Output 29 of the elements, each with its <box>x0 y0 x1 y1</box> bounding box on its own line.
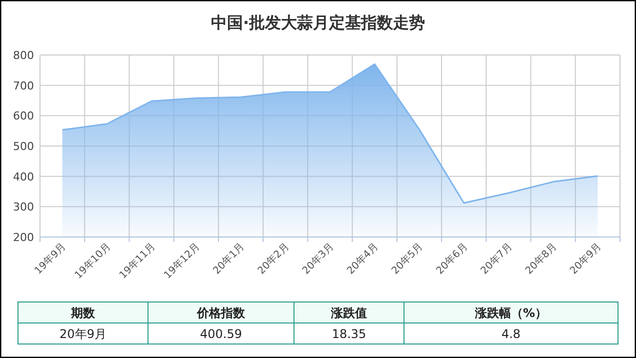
x-tick-label: 20年2月 <box>255 240 292 277</box>
y-tick-label: 700 <box>13 79 34 92</box>
y-tick-label: 600 <box>13 110 34 123</box>
x-tick-label: 19年12月 <box>162 240 202 282</box>
text: 涨跌值 <box>330 306 367 320</box>
x-tick-label: 19年9月 <box>32 240 68 277</box>
text: 价格指数 <box>196 306 246 320</box>
x-tick-label: 20年5月 <box>389 240 426 277</box>
chart-title: 中国·批发大蒜月定基指数走势 <box>210 13 426 32</box>
text: 400.59 <box>200 327 242 341</box>
x-tick-label: 20年7月 <box>478 240 515 277</box>
x-tick-label: 20年6月 <box>434 240 470 277</box>
text: 20年9月 <box>60 327 106 341</box>
x-tick-label: 20年4月 <box>344 240 381 277</box>
text: 涨跌幅（%） <box>474 306 548 320</box>
y-tick-label: 800 <box>13 49 34 62</box>
y-tick-label: 400 <box>13 170 34 184</box>
text: 18.35 <box>332 327 366 341</box>
text: 4.8 <box>501 327 521 341</box>
y-tick-label: 300 <box>13 200 34 214</box>
y-tick-label: 200 <box>13 231 34 244</box>
x-tick-label: 19年10月 <box>72 240 114 282</box>
x-tick-label: 20年1月 <box>210 240 247 277</box>
x-tick-label: 20年8月 <box>523 240 560 277</box>
x-tick-label: 19年11月 <box>117 240 158 282</box>
y-tick-label: 500 <box>13 140 34 153</box>
x-tick-label: 20年3月 <box>300 240 336 277</box>
x-tick-label: 20年9月 <box>568 240 604 277</box>
text: 期数 <box>70 306 96 320</box>
